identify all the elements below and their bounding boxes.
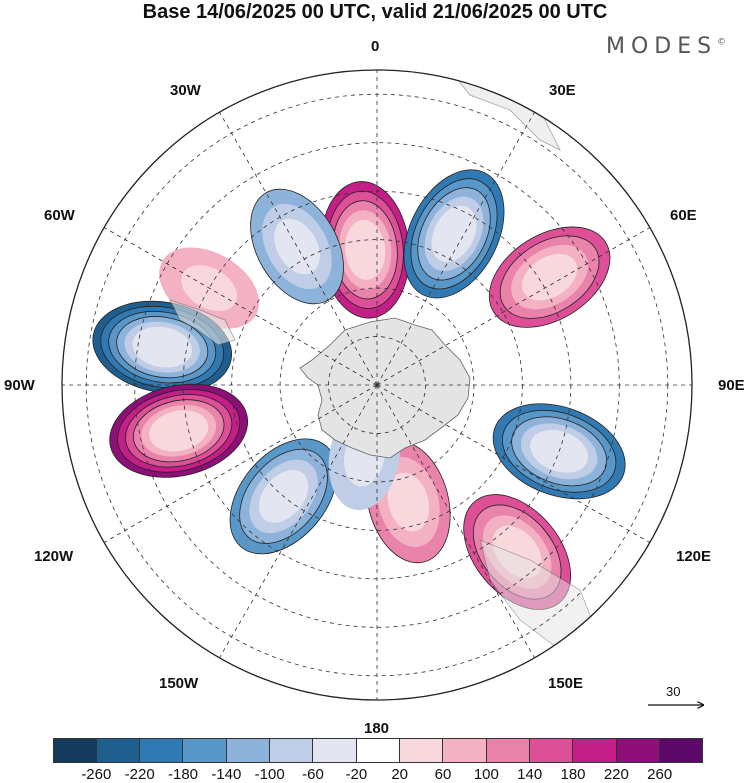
colorbar-swatch	[183, 738, 227, 762]
colorbar-tick-label: 260	[647, 766, 673, 783]
colorbar-swatch	[226, 738, 271, 762]
colorbar-swatch	[443, 738, 487, 762]
colorbar-tick-label: -100	[254, 766, 285, 783]
lon-label-180: 180	[364, 720, 390, 737]
colorbar-swatch	[529, 738, 574, 762]
lon-label-60w: 60W	[44, 207, 75, 224]
lon-label-0: 0	[371, 38, 380, 55]
lon-label-60e: 60E	[670, 207, 697, 224]
colorbar-swatch	[399, 738, 444, 762]
anomaly-contour	[132, 326, 192, 368]
colorbar-swatch	[659, 738, 704, 762]
anomaly-contour	[149, 410, 209, 452]
map-title: Base 14/06/2025 00 UTC, valid 21/06/2025…	[142, 1, 608, 23]
colorbar-frame	[53, 738, 703, 763]
colorbar-tick-label: -220	[124, 766, 155, 783]
colorbar-swatch	[486, 738, 531, 762]
colorbar-swatch	[269, 738, 314, 762]
colorbar-swatch	[573, 738, 617, 762]
colorbar-tick-label: -140	[211, 766, 242, 783]
colorbar-tick-label: -260	[81, 766, 112, 783]
logo-text: MODES	[606, 34, 718, 59]
colorbar-swatch	[139, 738, 184, 762]
colorbar-swatch	[313, 738, 357, 762]
map-border	[61, 69, 693, 701]
lon-label-90w: 90W	[4, 377, 35, 394]
colorbar-tick-label: 140	[517, 766, 543, 783]
lon-label-120e: 120E	[676, 548, 712, 565]
south-america-landmass	[169, 299, 236, 346]
anomaly-field	[92, 169, 626, 610]
colorbar-swatch	[616, 738, 661, 762]
logo-mark: ©	[717, 37, 727, 48]
colorbar-tick-label: 100	[473, 766, 499, 783]
colorbar-tick-label: -60	[302, 766, 324, 783]
antarctica-landmass	[299, 317, 471, 459]
anomaly-contour	[522, 253, 578, 301]
anomaly-contour	[345, 219, 386, 280]
lon-label-30w: 30W	[170, 82, 201, 99]
anomaly-contour	[431, 205, 477, 263]
colorbar-swatch	[96, 738, 141, 762]
lon-label-90e: 90E	[718, 377, 745, 394]
anomaly-contour	[387, 472, 430, 532]
colorbar-tick-label: 180	[560, 766, 586, 783]
vector-scale-label: 30	[666, 684, 681, 699]
colorbar-tick-label: -20	[345, 766, 368, 783]
lon-label-150e: 150E	[548, 675, 584, 692]
colorbar-swatch	[356, 738, 401, 762]
colorbar-swatch	[53, 738, 97, 762]
colorbar	[53, 738, 704, 763]
modes-logo: MODES©	[606, 34, 726, 59]
lon-label-30e: 30E	[549, 82, 576, 99]
graticule	[62, 70, 692, 700]
lon-label-150w: 150W	[159, 675, 199, 692]
lon-label-120w: 120W	[34, 548, 74, 565]
colorbar-tick-label: -180	[167, 766, 199, 783]
colorbar-tick-label: 220	[603, 766, 629, 783]
colorbar-tick-label: 20	[391, 766, 408, 783]
colorbar-tick-label: 60	[434, 766, 452, 783]
anomaly-contour	[274, 218, 320, 275]
